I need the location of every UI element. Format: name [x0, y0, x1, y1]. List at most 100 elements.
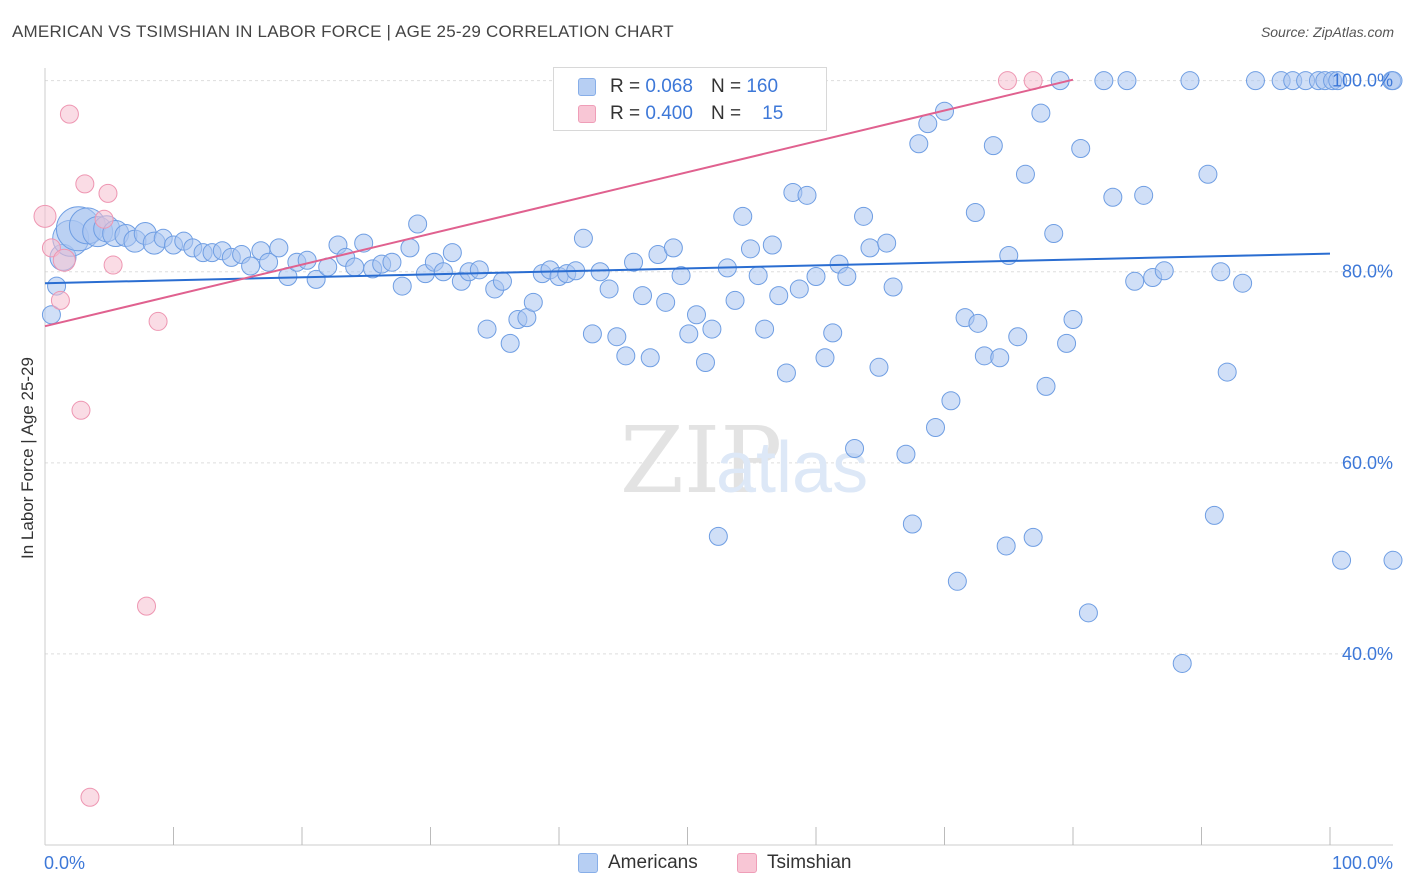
- stats-legend: R = 0.068 N = 160 R = 0.400 N = 15: [553, 67, 827, 131]
- americans-trend-line: [44, 252, 1331, 285]
- axes: [44, 68, 1393, 846]
- americans-point: [845, 439, 865, 458]
- americans-point: [599, 279, 619, 299]
- americans-point: [656, 292, 676, 312]
- americans-point: [1172, 653, 1192, 673]
- americans-point: [1217, 362, 1237, 382]
- n-value: 160: [746, 76, 779, 97]
- tsimshian-point: [137, 596, 157, 616]
- americans-point: [1125, 271, 1145, 291]
- tsimshian-trend-line: [44, 78, 1074, 328]
- americans-point: [740, 239, 760, 259]
- y-axis-label: In Labor Force | Age 25-29: [18, 357, 37, 559]
- legend-row-americans: R = 0.068 N = 160: [578, 74, 778, 100]
- americans-point: [269, 238, 289, 258]
- americans-point: [909, 134, 929, 154]
- americans-point: [1180, 71, 1200, 91]
- americans-point: [1031, 103, 1051, 123]
- trend-lines: [44, 78, 1331, 328]
- americans-point: [755, 319, 775, 339]
- tsimshian-point: [59, 104, 79, 124]
- americans-point: [492, 271, 512, 291]
- americans-point: [259, 252, 279, 272]
- americans-point: [686, 305, 706, 325]
- tsimshian-point: [80, 787, 100, 807]
- tsimshian-point: [50, 290, 70, 310]
- americans-point: [1204, 505, 1224, 525]
- n-value: 15: [762, 103, 784, 124]
- americans-point: [947, 571, 967, 591]
- americans-point: [797, 185, 817, 205]
- americans-point: [896, 444, 916, 464]
- americans-point: [1117, 71, 1137, 91]
- americans-point: [926, 417, 946, 437]
- source-label: Source: ZipAtlas.com: [1260, 24, 1394, 40]
- tsimshian-point: [52, 248, 76, 272]
- americans-point: [1154, 261, 1174, 281]
- americans-point: [433, 262, 453, 282]
- americans-point: [1057, 333, 1077, 353]
- americans-point: [1211, 262, 1231, 282]
- n-label: N =: [710, 76, 742, 97]
- r-label: R =: [610, 103, 641, 124]
- americans-point: [392, 276, 412, 296]
- tsimshian-point: [148, 311, 168, 331]
- americans-swatch: [578, 78, 596, 96]
- americans-point: [1036, 376, 1056, 396]
- tsimshian-point: [98, 183, 118, 203]
- americans-point: [633, 286, 653, 306]
- americans-point: [708, 526, 728, 546]
- americans-legend-swatch: [578, 853, 598, 873]
- americans-point: [1063, 310, 1083, 330]
- americans-point: [1103, 187, 1123, 207]
- americans-point: [968, 313, 988, 333]
- americans-point: [1134, 185, 1154, 205]
- x-tick-label: 0.0%: [44, 853, 85, 873]
- n-label: N =: [710, 103, 742, 124]
- americans-point: [640, 348, 660, 368]
- americans-point: [769, 286, 789, 306]
- legend-item-americans: Americans: [578, 852, 698, 874]
- americans-point: [702, 319, 722, 339]
- tsimshian-point: [94, 209, 114, 229]
- americans-point: [442, 243, 462, 263]
- americans-point: [1233, 273, 1253, 293]
- tsimshian-point: [75, 174, 95, 194]
- americans-point: [590, 262, 610, 282]
- americans-point: [860, 238, 880, 258]
- americans-point: [996, 536, 1016, 556]
- americans-point: [1015, 164, 1035, 184]
- tsimshian-point: [33, 204, 57, 228]
- americans-point: [983, 136, 1003, 156]
- r-label: R =: [610, 76, 641, 97]
- americans-point: [1044, 224, 1064, 244]
- americans-point: [477, 319, 497, 339]
- watermark-zip: ZIP: [620, 407, 782, 514]
- americans-point: [883, 277, 903, 297]
- americans-point: [990, 348, 1010, 368]
- americans-point: [815, 348, 835, 368]
- y-tick-label: 80.0%: [1342, 262, 1393, 282]
- series-legend: Americans Tsimshian: [0, 852, 1406, 876]
- americans-point: [733, 206, 753, 226]
- americans-point: [616, 346, 636, 366]
- americans-point: [725, 290, 745, 310]
- r-value: 0.068: [645, 76, 693, 97]
- americans-point: [1023, 527, 1043, 547]
- tsimshian-legend-swatch: [737, 853, 757, 873]
- americans-point: [469, 260, 489, 280]
- americans-point: [918, 114, 938, 134]
- americans-point: [1245, 71, 1265, 91]
- data-points: [33, 71, 1403, 807]
- americans-point: [679, 324, 699, 344]
- chart-title: AMERICAN VS TSIMSHIAN IN LABOR FORCE | A…: [12, 22, 674, 41]
- watermark-atlas: atlas: [716, 428, 868, 508]
- americans-point: [1094, 71, 1114, 91]
- tick-labels: 40.0% 60.0% 80.0% 100.0% 0.0% 100.0%: [44, 71, 1393, 873]
- grid-lines: [45, 80, 1393, 655]
- legend-item-tsimshian: Tsimshian: [737, 852, 851, 874]
- y-tick-label: 100.0%: [1332, 71, 1393, 91]
- y-tick-label: 40.0%: [1342, 644, 1393, 664]
- americans-legend-label: Americans: [608, 852, 698, 873]
- americans-point: [1383, 550, 1403, 570]
